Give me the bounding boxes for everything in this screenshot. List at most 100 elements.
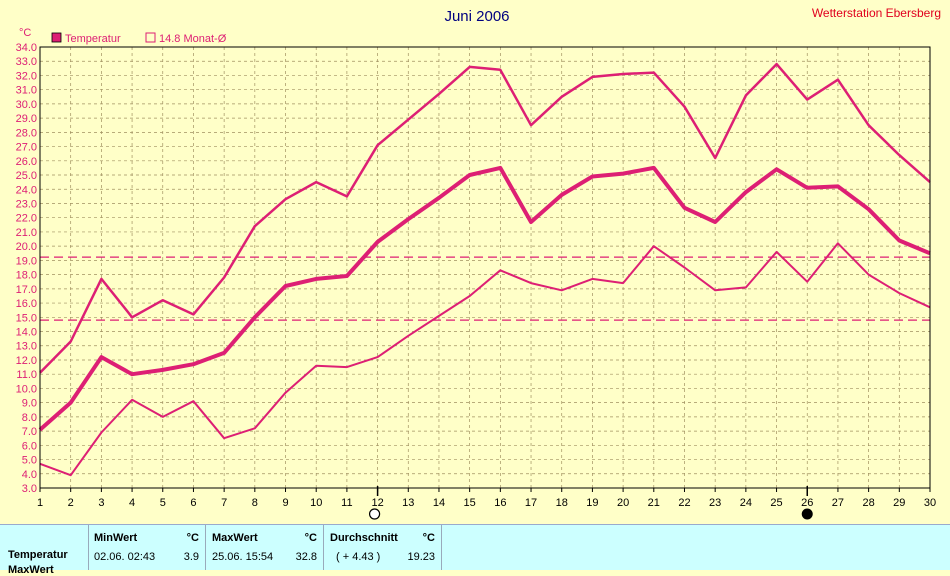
y-tick-label: 28.0 bbox=[16, 127, 37, 139]
x-tick-label: 4 bbox=[129, 497, 135, 509]
y-tick-label: 33.0 bbox=[16, 56, 37, 68]
stats-spacer bbox=[0, 525, 89, 570]
x-tick-label: 12 bbox=[371, 497, 383, 509]
legend-label-monthly-mean: 14.8 Monat-Ø bbox=[159, 33, 227, 45]
y-tick-label: 9.0 bbox=[22, 398, 37, 410]
x-tick-label: 11 bbox=[341, 497, 352, 509]
stats-max-unit: °C bbox=[304, 532, 317, 544]
series-line-min bbox=[39, 242, 931, 477]
axes bbox=[39, 46, 931, 492]
x-tick-label: 1 bbox=[37, 497, 43, 509]
x-tick-label: 22 bbox=[678, 497, 690, 509]
new-moon-icon bbox=[801, 508, 813, 520]
y-tick-label: 12.0 bbox=[16, 355, 37, 367]
legend-swatch-monthly-mean bbox=[145, 32, 156, 43]
legend: Temperatur 14.8 Monat-Ø bbox=[51, 32, 227, 45]
x-tick-label: 18 bbox=[556, 497, 568, 509]
y-tick-label: 24.0 bbox=[16, 184, 37, 196]
x-tick-label: 26 bbox=[801, 497, 813, 509]
y-tick-label: 30.0 bbox=[16, 99, 37, 111]
y-tick-label: 14.0 bbox=[16, 327, 37, 339]
x-tick-label: 20 bbox=[617, 497, 629, 509]
x-tick-label: 9 bbox=[282, 497, 288, 509]
x-tick-label: 24 bbox=[740, 497, 752, 509]
y-tick-label: 23.0 bbox=[16, 198, 37, 210]
x-tick-label: 2 bbox=[68, 497, 74, 509]
y-tick-label: 25.0 bbox=[16, 170, 37, 182]
y-tick-label: 29.0 bbox=[16, 113, 37, 125]
statistics-panel: Temperatur MaxWert MinWert °C 02.06. 02:… bbox=[0, 524, 950, 576]
x-tick-label: 30 bbox=[924, 497, 936, 509]
legend-swatch-temperature bbox=[51, 32, 62, 43]
y-tick-label: 17.0 bbox=[16, 284, 37, 296]
y-tick-label: 5.0 bbox=[22, 455, 37, 467]
station-name: Wetterstation Ebersberg bbox=[812, 6, 941, 20]
stats-min-cell: MinWert °C 02.06. 02:43 3.9 bbox=[88, 525, 206, 570]
temperature-chart: 3.0 4.0 5.0 6.0 7.0 8.0 9.0 10.0 11.0 12.0 13.0 14.… bbox=[16, 6, 941, 520]
y-tick-label: 7.0 bbox=[22, 426, 37, 438]
stats-min-unit: °C bbox=[186, 532, 199, 544]
y-tick-label: 3.0 bbox=[22, 483, 37, 495]
x-tick-label: 21 bbox=[648, 497, 660, 509]
series-line-mean bbox=[38, 165, 931, 432]
x-tick-label: 8 bbox=[252, 497, 258, 509]
plot-frame bbox=[39, 46, 931, 489]
y-tick-label: 15.0 bbox=[16, 312, 37, 324]
y-tick-label: 10.0 bbox=[16, 383, 37, 395]
stats-avg-cell: Durchschnitt °C ( + 4.43 ) 19.23 bbox=[324, 525, 442, 570]
series-line-max bbox=[39, 62, 931, 374]
y-axis-unit: °C bbox=[19, 27, 31, 39]
x-tick-label: 5 bbox=[160, 497, 166, 509]
y-tick-label: 6.0 bbox=[22, 440, 37, 452]
stats-avg-header: Durchschnitt bbox=[330, 532, 398, 544]
reference-lines bbox=[40, 256, 930, 321]
x-tick-label: 28 bbox=[862, 497, 874, 509]
y-tick-label: 27.0 bbox=[16, 142, 37, 154]
chart-title: Juni 2006 bbox=[444, 8, 509, 25]
stats-avg-unit: °C bbox=[422, 532, 435, 544]
grid bbox=[40, 47, 930, 488]
y-tick-label: 26.0 bbox=[16, 156, 37, 168]
y-tick-label: 21.0 bbox=[16, 227, 37, 239]
x-tick-label: 16 bbox=[494, 497, 506, 509]
x-tick-label: 29 bbox=[893, 497, 905, 509]
moon-phases bbox=[368, 486, 813, 520]
y-tick-label: 13.0 bbox=[16, 341, 37, 353]
legend-label-temperature: Temperatur bbox=[65, 33, 121, 45]
y-tick-label: 11.0 bbox=[16, 369, 37, 381]
y-tick-label: 20.0 bbox=[16, 241, 37, 253]
y-tick-label: 16.0 bbox=[16, 298, 37, 310]
x-tick-label: 19 bbox=[586, 497, 598, 509]
x-tick-label: 23 bbox=[709, 497, 721, 509]
y-tick-label: 4.0 bbox=[22, 469, 37, 481]
stats-avg-value: 19.23 bbox=[407, 551, 435, 563]
x-tick-label: 15 bbox=[464, 497, 476, 509]
stats-max-value: 32.8 bbox=[295, 551, 317, 563]
stats-max-datetime: 25.06. 15:54 bbox=[212, 551, 274, 563]
y-tick-label: 8.0 bbox=[22, 412, 37, 424]
x-tick-label: 17 bbox=[525, 497, 537, 509]
x-tick-label: 25 bbox=[770, 497, 782, 509]
y-tick-label: 34.0 bbox=[16, 42, 37, 54]
stats-avg-delta: ( + 4.43 ) bbox=[336, 551, 381, 563]
y-tick-label: 19.0 bbox=[16, 255, 37, 267]
stats-min-datetime: 02.06. 02:43 bbox=[94, 551, 156, 563]
y-tick-label: 18.0 bbox=[16, 270, 37, 282]
stats-row-label: Temperatur bbox=[8, 549, 68, 561]
y-tick-label: 22.0 bbox=[16, 213, 37, 225]
x-tick-label: 27 bbox=[832, 497, 844, 509]
x-tick-label: 3 bbox=[98, 497, 104, 509]
tick-labels: 3.0 4.0 5.0 6.0 7.0 8.0 9.0 10.0 11.0 12.0 13.0 14.… bbox=[16, 42, 937, 509]
y-tick-label: 32.0 bbox=[16, 70, 37, 82]
x-tick-label: 6 bbox=[190, 497, 196, 509]
stats-max-cell: MaxWert °C 25.06. 15:54 32.8 bbox=[206, 525, 324, 570]
stats-max-header: MaxWert bbox=[212, 532, 258, 544]
stats-min-value: 3.9 bbox=[183, 551, 199, 563]
full-moon-icon bbox=[368, 508, 381, 520]
x-tick-label: 10 bbox=[310, 497, 322, 509]
x-tick-label: 13 bbox=[402, 497, 414, 509]
series-lines bbox=[38, 62, 931, 477]
y-tick-label: 31.0 bbox=[16, 85, 37, 97]
x-tick-label: 14 bbox=[433, 497, 445, 509]
stats-min-header: MinWert bbox=[94, 532, 138, 544]
